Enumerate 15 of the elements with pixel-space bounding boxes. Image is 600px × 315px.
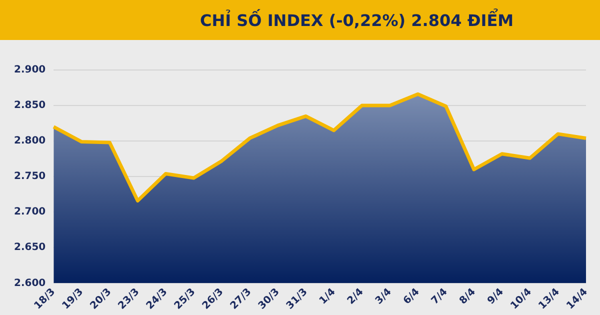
chart-title: CHỈ SỐ INDEX (-0,22%) 2.804 ĐIỂM [200,10,514,30]
x-tick-label: 9/4 [486,286,506,307]
x-tick-label: 6/4 [402,286,422,307]
y-tick-label: 2.900 [14,64,46,76]
y-tick-label: 2.800 [14,136,46,147]
x-tick-label: 1/4 [318,286,338,307]
y-tick-label: 2.600 [14,278,46,289]
y-tick-label: 2.750 [14,171,46,182]
y-tick-label: 2.650 [14,242,46,254]
x-tick-label: 3/4 [374,286,394,307]
x-tick-label: 7/4 [430,286,450,307]
x-tick-label: 8/4 [458,286,478,307]
x-tick-label: 2/4 [346,286,366,307]
y-tick-label: 2.700 [14,206,46,218]
y-tick-label: 2.850 [14,100,46,112]
